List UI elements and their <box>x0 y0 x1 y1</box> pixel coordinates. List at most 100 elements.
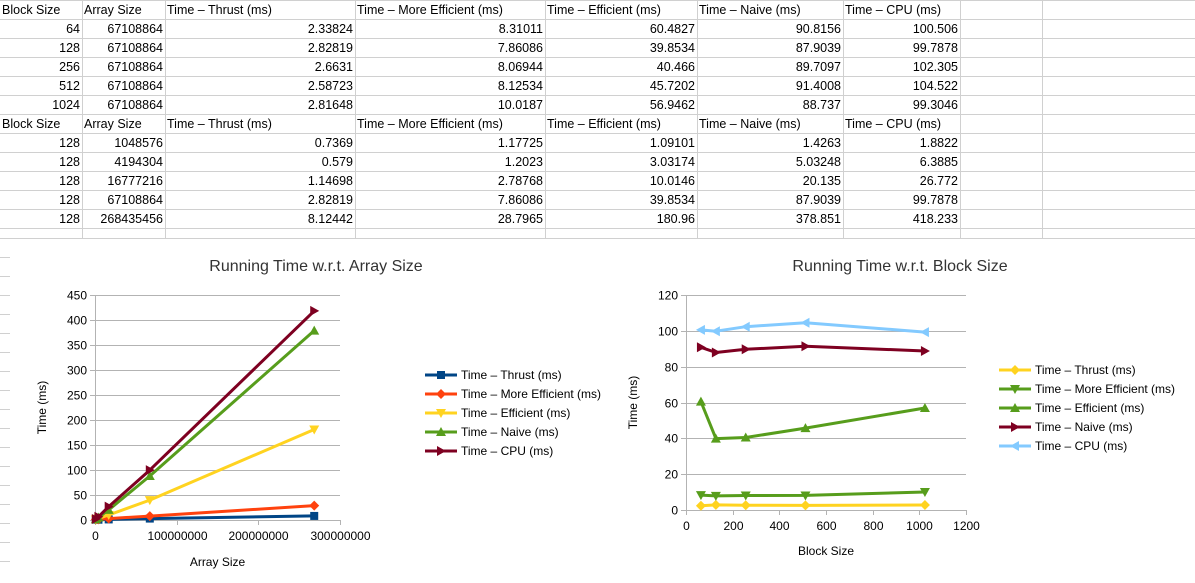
legend-marker <box>1010 385 1020 394</box>
table-cell[interactable]: 180.96 <box>656 212 695 226</box>
table-cell[interactable]: 3.03174 <box>649 155 695 169</box>
table-cell[interactable]: 60.4827 <box>649 22 695 36</box>
table-cell[interactable]: 100.506 <box>912 22 958 36</box>
table-header-cell[interactable]: Time – Efficient (ms) <box>547 3 661 17</box>
table-cell[interactable]: 268435456 <box>100 212 163 226</box>
table-cell[interactable]: 2.81648 <box>307 98 353 112</box>
table-cell[interactable]: 28.7965 <box>497 212 543 226</box>
table-cell[interactable]: 99.3046 <box>912 98 958 112</box>
table-cell[interactable]: 128 <box>59 136 80 150</box>
table-cell[interactable]: 128 <box>59 41 80 55</box>
table-cell[interactable]: 67108864 <box>107 60 163 74</box>
table-header-cell[interactable]: Time – More Efficient (ms) <box>357 3 503 17</box>
table-header-cell[interactable]: Array Size <box>84 3 142 17</box>
table-cell[interactable]: 99.7878 <box>912 193 958 207</box>
table-cell[interactable]: 67108864 <box>107 98 163 112</box>
table-cell[interactable]: 88.737 <box>802 98 841 112</box>
table-cell[interactable]: 418.233 <box>912 212 958 226</box>
table-cell[interactable]: 1.09101 <box>649 136 695 150</box>
table-cell[interactable]: 90.8156 <box>795 22 841 36</box>
table-cell[interactable]: 104.522 <box>912 79 958 93</box>
table-cell[interactable]: 39.8534 <box>649 41 695 55</box>
table-cell[interactable]: 1.14698 <box>307 174 353 188</box>
y-tick-label: 200 <box>67 414 87 428</box>
table-cell[interactable]: 1024 <box>52 98 80 112</box>
table-cell[interactable]: 99.7878 <box>912 41 958 55</box>
chart-block-size[interactable]: Running Time w.r.t. Block Size 0 20 40 60 80 1… <box>622 244 1195 578</box>
table-cell[interactable]: 128 <box>59 155 80 169</box>
legend-marker <box>437 446 446 456</box>
table-cell[interactable]: 8.12534 <box>497 79 543 93</box>
table-cell[interactable]: 1.4263 <box>802 136 841 150</box>
data-point <box>145 465 155 476</box>
table-cell[interactable]: 67108864 <box>107 79 163 93</box>
table-cell[interactable]: 67108864 <box>107 193 163 207</box>
table-header-cell[interactable]: Time – Efficient (ms) <box>547 117 661 131</box>
table-cell[interactable]: 87.9039 <box>795 193 841 207</box>
y-axis-label: Time (ms) <box>35 381 49 435</box>
table-header-cell[interactable]: Time – CPU (ms) <box>845 3 942 17</box>
table-cell[interactable]: 102.305 <box>912 60 958 74</box>
x-tick-label: 100000000 <box>147 529 207 543</box>
chart-array-size[interactable]: Running Time w.r.t. Array Size 0 50 100 150 2… <box>10 244 622 578</box>
table-cell[interactable]: 1.2023 <box>504 155 543 169</box>
data-point <box>695 324 705 335</box>
table-cell[interactable]: 2.33824 <box>307 22 353 36</box>
table-cell[interactable]: 2.58723 <box>307 79 353 93</box>
table-cell[interactable]: 512 <box>59 79 80 93</box>
series-line <box>700 490 925 498</box>
table-cell[interactable]: 26.772 <box>919 174 958 188</box>
table-cell[interactable]: 5.03248 <box>795 155 841 169</box>
table-cell[interactable]: 256 <box>59 60 80 74</box>
table-cell[interactable]: 10.0187 <box>497 98 543 112</box>
table-cell[interactable]: 87.9039 <box>795 41 841 55</box>
table-cell[interactable]: 0.579 <box>321 155 353 169</box>
table-cell[interactable]: 128 <box>59 212 80 226</box>
table-cell[interactable]: 45.7202 <box>649 79 695 93</box>
table-header-cell[interactable]: Array Size <box>84 117 142 131</box>
table-cell[interactable]: 6.3885 <box>919 155 958 169</box>
table-cell[interactable]: 20.135 <box>802 174 841 188</box>
table-cell[interactable]: 67108864 <box>107 22 163 36</box>
table-header-cell[interactable]: Block Size <box>2 117 61 131</box>
table-cell[interactable]: 40.466 <box>656 60 695 74</box>
table-header-cell[interactable]: Time – Thrust (ms) <box>167 3 272 17</box>
series-line <box>700 503 925 508</box>
table-header-cell[interactable]: Time – CPU (ms) <box>845 117 942 131</box>
table-cell[interactable]: 1.17725 <box>497 136 543 150</box>
table-header-cell[interactable]: Time – More Efficient (ms) <box>357 117 503 131</box>
table-cell[interactable]: 4194304 <box>114 155 163 169</box>
table-cell[interactable]: 67108864 <box>107 41 163 55</box>
table-cell[interactable]: 8.12442 <box>307 212 353 226</box>
table-cell[interactable]: 39.8534 <box>649 193 695 207</box>
table-cell[interactable]: 7.86086 <box>497 193 543 207</box>
table-header-cell[interactable]: Time – Naive (ms) <box>699 3 801 17</box>
data-point <box>740 491 751 501</box>
table-cell[interactable]: 8.31011 <box>498 22 543 36</box>
table-cell[interactable]: 89.7097 <box>795 60 841 74</box>
table-cell[interactable]: 0.7369 <box>314 136 353 150</box>
table-header-cell[interactable]: Block Size <box>2 3 61 17</box>
table-cell[interactable]: 10.0146 <box>649 174 695 188</box>
table-cell[interactable]: 64 <box>66 22 80 36</box>
table-cell[interactable]: 2.82819 <box>307 41 353 55</box>
table-cell[interactable]: 1048576 <box>114 136 163 150</box>
table-cell[interactable]: 2.78768 <box>497 174 543 188</box>
legend-label: Time – More Efficient (ms) <box>461 387 601 401</box>
legend-label: Time – Naive (ms) <box>461 425 559 439</box>
table-cell[interactable]: 2.82819 <box>307 193 353 207</box>
table-cell[interactable]: 128 <box>59 174 80 188</box>
table-header-cell[interactable]: Time – Thrust (ms) <box>167 117 272 131</box>
table-cell[interactable]: 91.4008 <box>795 79 841 93</box>
x-axis-label: Array Size <box>190 555 246 569</box>
table-header-cell[interactable]: Time – Naive (ms) <box>699 117 801 131</box>
table-cell[interactable]: 16777216 <box>107 174 163 188</box>
table-cell[interactable]: 7.86086 <box>497 41 543 55</box>
table-cell[interactable]: 128 <box>59 193 80 207</box>
table-cell[interactable]: 1.8822 <box>919 136 958 150</box>
table-cell[interactable]: 2.6631 <box>314 60 353 74</box>
table-cell[interactable]: 378.851 <box>795 212 841 226</box>
table-cell[interactable]: 56.9462 <box>649 98 695 112</box>
table-cell[interactable]: 8.06944 <box>497 60 543 74</box>
